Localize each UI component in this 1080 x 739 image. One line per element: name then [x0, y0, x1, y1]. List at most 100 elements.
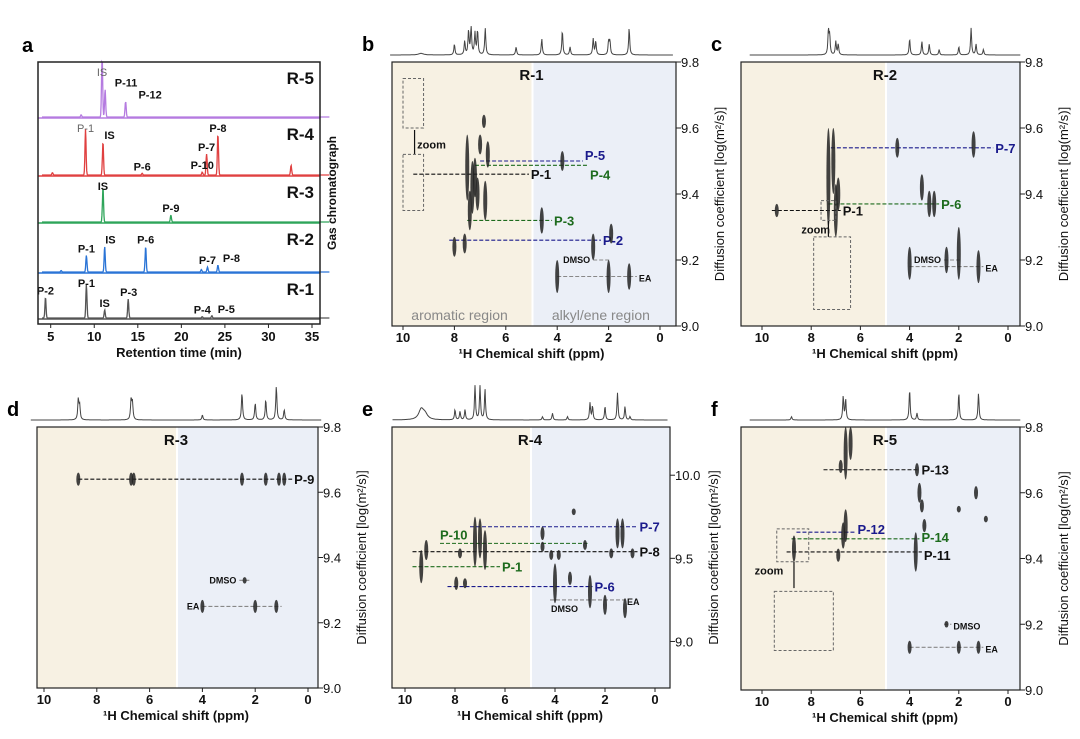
dosy-crosspeak: [836, 548, 841, 562]
dosy-crosspeak: [919, 499, 924, 513]
gc-x-tick-label: 25: [218, 329, 232, 344]
dosy-plot-frame: [391, 426, 671, 689]
y-tick-label: 9.6: [1025, 121, 1043, 136]
dosy-crosspeak: [276, 472, 281, 486]
species-label: P-11: [924, 548, 951, 563]
nmr-1d-spectrum: [749, 392, 1021, 421]
dosy-crosspeak: [620, 518, 625, 549]
x-tick-label: 4: [554, 330, 562, 345]
zoom-box: [402, 153, 425, 211]
y-tick-label: 9.0: [1025, 683, 1043, 698]
dosy-crosspeak: [591, 233, 596, 260]
species-label: DMSO: [563, 255, 590, 265]
species-label: P-1: [843, 204, 863, 219]
dosy-crosspeak: [452, 236, 457, 257]
x-tick-label: 4: [199, 692, 207, 707]
species-label: EA: [985, 264, 998, 274]
dosy-crosspeak: [473, 516, 477, 567]
zoom-label: zoom: [801, 224, 830, 236]
dosy-crosspeak: [549, 550, 554, 560]
x-tick-label: 0: [304, 692, 311, 707]
alkyl-region-bg: [887, 62, 1020, 326]
dosy-crosspeak: [556, 550, 561, 560]
y-tick-label: 9.6: [1025, 486, 1043, 501]
dosy-crosspeak: [463, 578, 467, 589]
x-tick-label: 2: [955, 694, 962, 709]
gc-x-tick-label: 35: [305, 329, 319, 344]
gc-peak-label: IS: [104, 130, 114, 142]
y-tick-label: 9.6: [323, 485, 341, 500]
species-label: DMSO: [209, 575, 236, 585]
nmr-1d-spectrum: [30, 387, 322, 421]
x-axis-label: ¹H Chemical shift (ppm): [812, 346, 958, 361]
x-tick-label: 6: [501, 692, 508, 707]
gc-series-label: R-3: [287, 183, 314, 202]
dosy-crosspeak: [76, 472, 81, 486]
x-tick-label: 8: [451, 330, 458, 345]
dosy-crosspeak: [539, 207, 544, 234]
gc-plot-frame: [37, 61, 321, 325]
y-tick-label: 9.2: [323, 616, 341, 631]
gc-x-tick-label: 20: [174, 329, 188, 344]
species-label: P-6: [595, 580, 615, 595]
dosy-crosspeak: [603, 594, 607, 615]
gc-peak-label: P-11: [115, 78, 138, 90]
y-axis-label: Diffusion coefficient [log(m²/s)]: [1056, 107, 1071, 281]
gc-peak-label: P-7: [198, 142, 215, 154]
gc-x-axis-label: Retention time (min): [116, 345, 242, 360]
dosy-crosspeak: [956, 640, 961, 654]
dosy-panel-title: R-4: [518, 432, 543, 449]
dosy-crosspeak: [274, 599, 279, 613]
gc-peak-label: IS: [105, 235, 115, 247]
gc-trace-R-3: [42, 188, 330, 223]
x-axis-label: ¹H Chemical shift (ppm): [459, 346, 605, 361]
dosy-crosspeak: [568, 571, 572, 585]
dosy-crosspeak: [540, 541, 545, 552]
x-tick-label: 0: [1004, 330, 1011, 345]
dosy-crosspeak: [944, 620, 949, 628]
dosy-crosspeak: [974, 486, 979, 500]
gc-peak-label: IS: [97, 67, 107, 79]
gc-peak-label: IS: [98, 181, 108, 193]
dosy-crosspeak: [976, 250, 981, 284]
gc-trace-R-1: [42, 284, 330, 319]
panel-letter-e: e: [362, 399, 373, 421]
y-tick-label: 9.8: [323, 420, 341, 435]
aromatic-region-bg: [37, 427, 176, 688]
dosy-crosspeak: [588, 574, 592, 609]
dosy-crosspeak: [253, 599, 258, 613]
dosy-crosspeak: [485, 141, 490, 168]
dosy-crosspeak: [983, 515, 988, 523]
dosy-crosspeak: [913, 532, 918, 572]
zoom-box: [773, 590, 834, 652]
dosy-crosspeak: [606, 260, 611, 293]
x-tick-label: 10: [755, 694, 769, 709]
dosy-crosspeak: [478, 518, 482, 559]
zoom-label: zoom: [417, 140, 446, 152]
gc-peak-label: P-12: [138, 90, 161, 102]
x-axis-label: ¹H Chemical shift (ppm): [812, 710, 958, 725]
dosy-crosspeak: [555, 260, 560, 293]
gc-peak-label: P-4: [194, 305, 212, 317]
y-tick-label: 9.4: [681, 187, 699, 202]
dosy-crosspeak: [609, 223, 614, 244]
species-label: P-10: [440, 527, 467, 542]
aromatic-region-label: aromatic region: [411, 307, 508, 323]
nmr-1d-spectrum: [392, 385, 668, 421]
dosy-crosspeak: [836, 177, 841, 211]
y-tick-label: 9.4: [1025, 187, 1043, 202]
x-tick-label: 10: [37, 692, 51, 707]
panel-letter-c: c: [711, 34, 722, 56]
y-axis-label: Diffusion coefficient [log(m²/s)]: [1056, 471, 1071, 645]
dosy-crosspeak: [914, 463, 919, 477]
gc-trace-R-5: [42, 59, 330, 118]
y-tick-label: 9.2: [681, 253, 699, 268]
dosy-crosspeak: [478, 134, 483, 155]
y-axis-label: Diffusion coefficient [log(m²/s)]: [354, 470, 369, 644]
species-label: P-13: [921, 463, 948, 478]
panel-letter-a: a: [22, 35, 34, 57]
dosy-crosspeak: [956, 505, 961, 513]
dosy-crosspeak: [481, 114, 486, 128]
species-label: P-7: [640, 520, 660, 535]
